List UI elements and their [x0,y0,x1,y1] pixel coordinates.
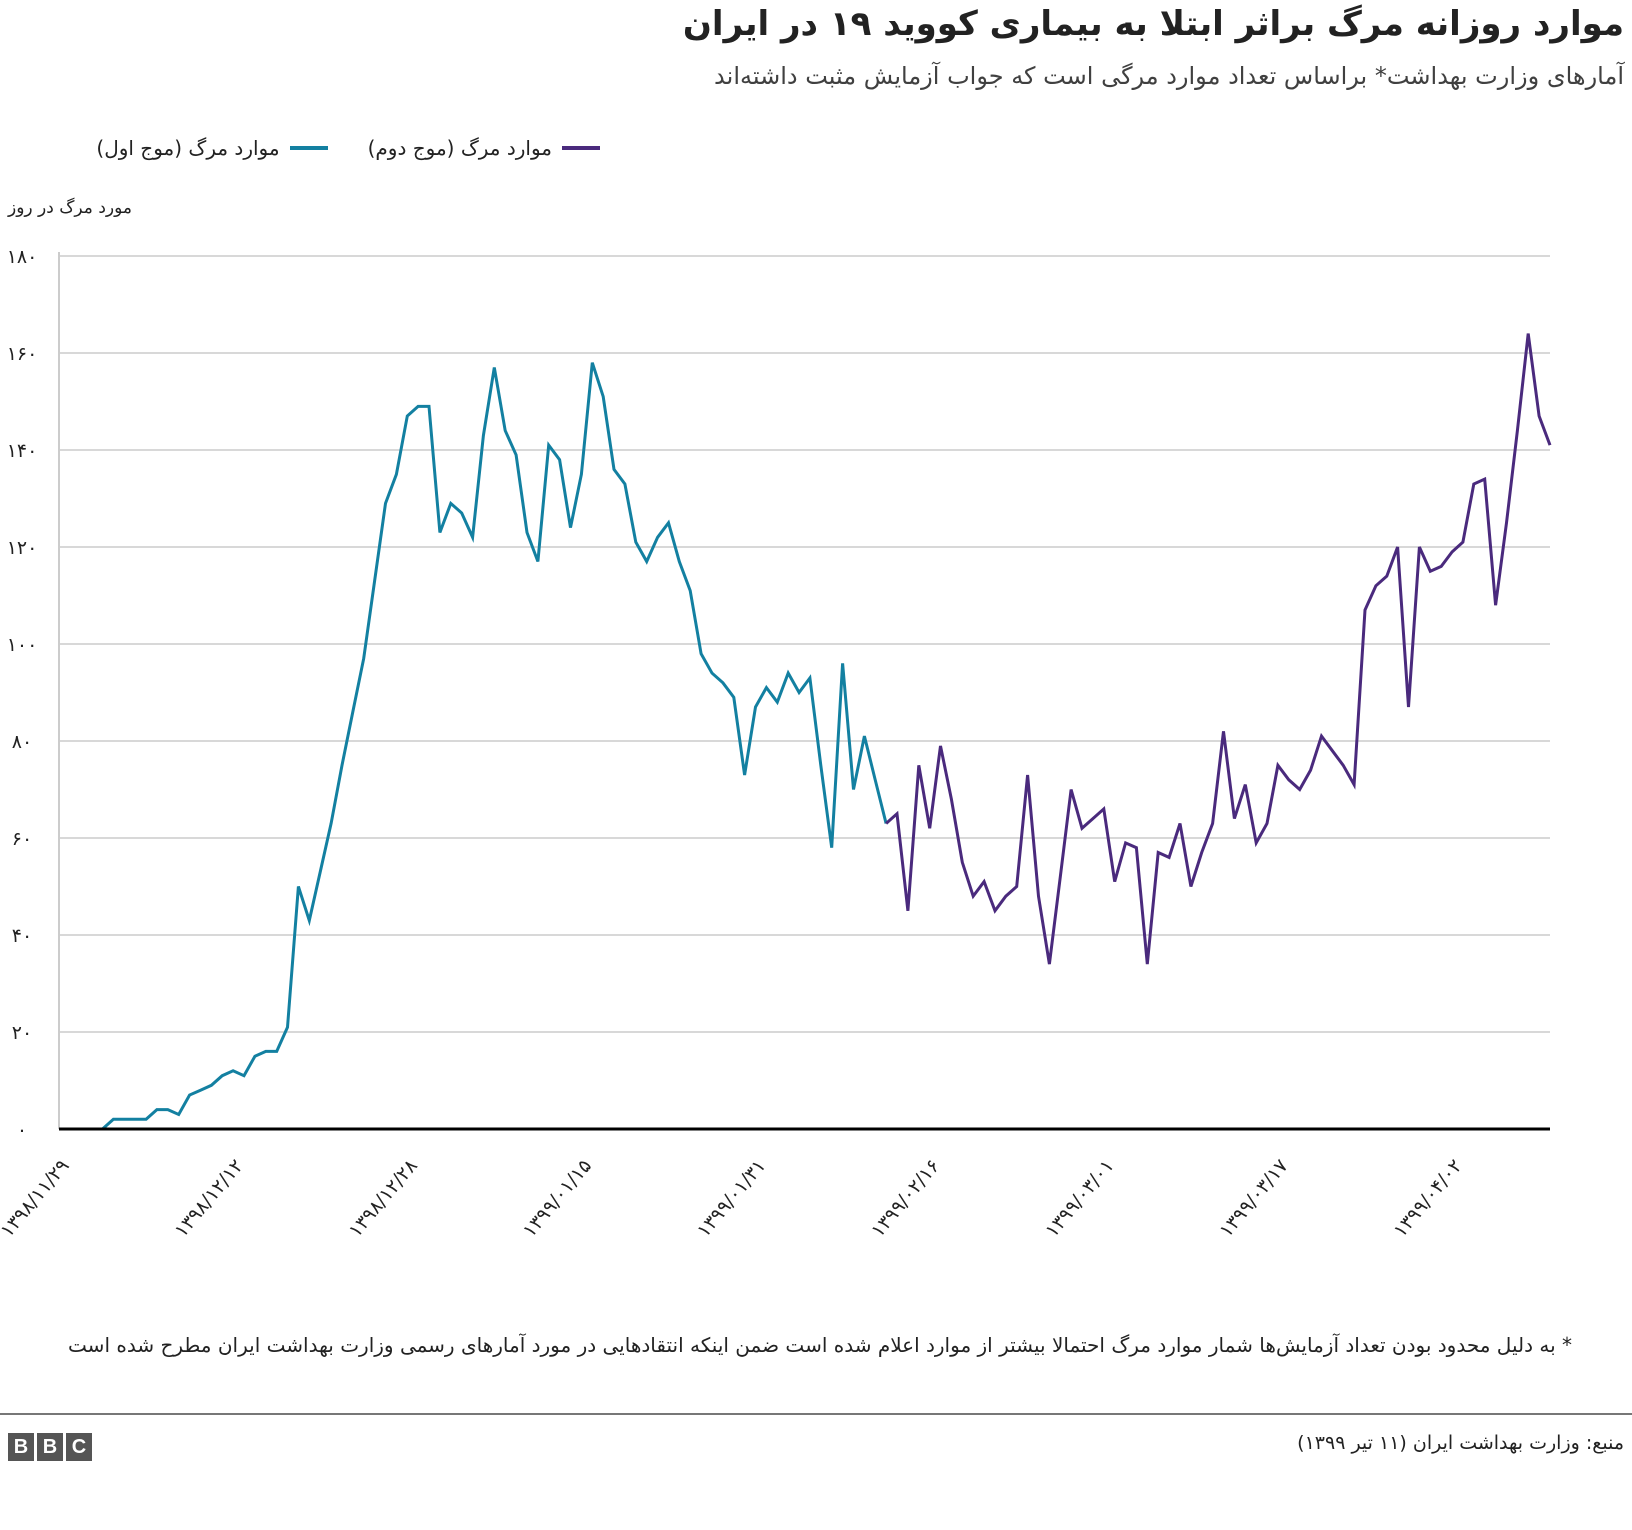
x-tick-label: ۱۳۹۹/۰۳/۰۱ [1041,1155,1119,1241]
legend-item-wave1: موارد مرگ (موج اول) [96,136,328,160]
x-tick-label: ۱۳۹۹/۰۲/۱۶ [867,1155,945,1241]
divider [0,1413,1632,1415]
chart-subtitle: آمارهای وزارت بهداشت* براساس تعداد موارد… [714,62,1624,90]
x-tick-label: ۱۳۹۸/۱۲/۲۸ [344,1155,422,1241]
x-tick-labels: ۱۳۹۸/۱۱/۲۹ ۱۳۹۸/۱۲/۱۲ ۱۳۹۸/۱۲/۲۸ ۱۳۹۹/۰۱/۱۵… [0,1155,1467,1241]
y-tick-label: ۴۰ [12,925,32,947]
x-tick-label: ۱۳۹۹/۰۱/۱۵ [519,1155,597,1241]
footnote: * به دلیل محدود بودن تعداد آزمایش‌ها شما… [68,1333,1572,1357]
y-tick-label: ۱۸۰ [7,246,38,268]
y-tick-label: ۱۴۰ [7,440,38,462]
y-tick-label: ۰ [17,1119,27,1141]
x-tick-label: ۱۳۹۹/۰۱/۳۱ [693,1155,771,1241]
x-tick-label: ۱۳۹۸/۱۲/۱۲ [170,1155,248,1241]
legend: موارد مرگ (موج دوم) موارد مرگ (موج اول) [96,136,600,160]
y-tick-label: ۶۰ [12,828,32,850]
gridlines [58,252,1550,1129]
y-tick-label: ۱۲۰ [7,537,38,559]
x-tick-label: ۱۳۹۸/۱۱/۲۹ [0,1155,74,1241]
y-axis-label: مورد مرگ در روز [8,198,132,218]
legend-label-wave1: موارد مرگ (موج اول) [96,136,280,160]
legend-label-wave2: موارد مرگ (موج دوم) [367,136,552,160]
x-tick-label: ۱۳۹۹/۰۳/۱۷ [1215,1155,1293,1241]
logo-letter: C [66,1433,92,1461]
legend-swatch-wave2 [562,146,600,150]
logo-letter: B [8,1433,34,1461]
chart-title: موارد روزانه مرگ براثر ابتلا به بیماری ک… [682,4,1624,44]
source-note: منبع: وزارت بهداشت ایران (۱۱ تیر ۱۳۹۹) [1297,1432,1624,1454]
y-tick-label: ۱۰۰ [7,634,38,656]
series-line-wave2 [885,333,1552,965]
y-tick-label: ۱۶۰ [7,343,38,365]
series-line-wave1 [59,362,888,1131]
y-tick-labels: ۰ ۲۰ ۴۰ ۶۰ ۸۰ ۱۰۰ ۱۲۰ ۱۴۰ ۱۶۰ ۱۸۰ [7,246,38,1141]
legend-item-wave2: موارد مرگ (موج دوم) [368,136,600,160]
series-lines [59,333,1552,1131]
logo-letter: B [37,1433,63,1461]
legend-swatch-wave1 [289,146,328,150]
x-tick-label: ۱۳۹۹/۰۴/۰۲ [1389,1155,1467,1241]
y-tick-label: ۸۰ [12,731,32,753]
y-tick-label: ۲۰ [12,1022,32,1044]
bbc-logo: B B C [8,1433,92,1461]
